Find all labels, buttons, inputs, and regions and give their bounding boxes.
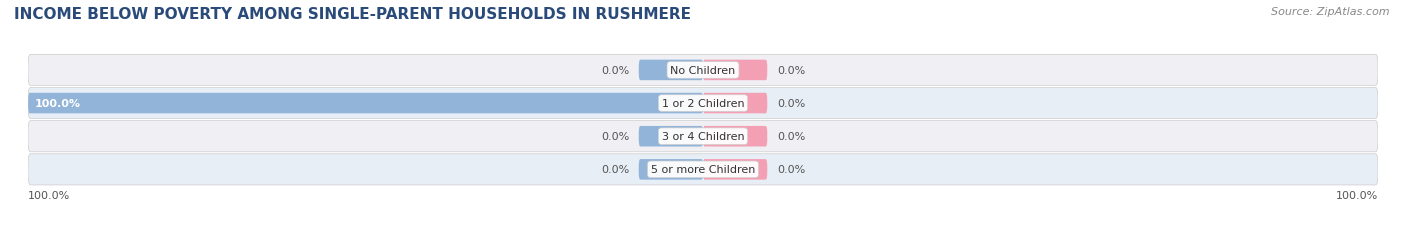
- FancyBboxPatch shape: [703, 126, 768, 147]
- Text: 0.0%: 0.0%: [778, 66, 806, 76]
- Text: 0.0%: 0.0%: [600, 132, 628, 142]
- Text: 5 or more Children: 5 or more Children: [651, 165, 755, 175]
- Text: INCOME BELOW POVERTY AMONG SINGLE-PARENT HOUSEHOLDS IN RUSHMERE: INCOME BELOW POVERTY AMONG SINGLE-PARENT…: [14, 7, 692, 22]
- FancyBboxPatch shape: [28, 55, 1378, 86]
- FancyBboxPatch shape: [638, 159, 703, 180]
- FancyBboxPatch shape: [638, 60, 703, 81]
- FancyBboxPatch shape: [703, 60, 768, 81]
- Text: 100.0%: 100.0%: [28, 190, 70, 200]
- Text: 3 or 4 Children: 3 or 4 Children: [662, 132, 744, 142]
- Text: 0.0%: 0.0%: [600, 66, 628, 76]
- Text: No Children: No Children: [671, 66, 735, 76]
- FancyBboxPatch shape: [638, 126, 703, 147]
- Text: 0.0%: 0.0%: [778, 165, 806, 175]
- FancyBboxPatch shape: [703, 93, 768, 114]
- FancyBboxPatch shape: [703, 159, 768, 180]
- Text: 1 or 2 Children: 1 or 2 Children: [662, 99, 744, 109]
- FancyBboxPatch shape: [28, 88, 1378, 119]
- Text: Source: ZipAtlas.com: Source: ZipAtlas.com: [1271, 7, 1389, 17]
- Text: 0.0%: 0.0%: [778, 99, 806, 109]
- FancyBboxPatch shape: [28, 93, 703, 114]
- FancyBboxPatch shape: [28, 154, 1378, 185]
- Text: 0.0%: 0.0%: [778, 132, 806, 142]
- Text: 100.0%: 100.0%: [1336, 190, 1378, 200]
- FancyBboxPatch shape: [28, 121, 1378, 152]
- Text: 100.0%: 100.0%: [35, 99, 80, 109]
- Text: 0.0%: 0.0%: [600, 165, 628, 175]
